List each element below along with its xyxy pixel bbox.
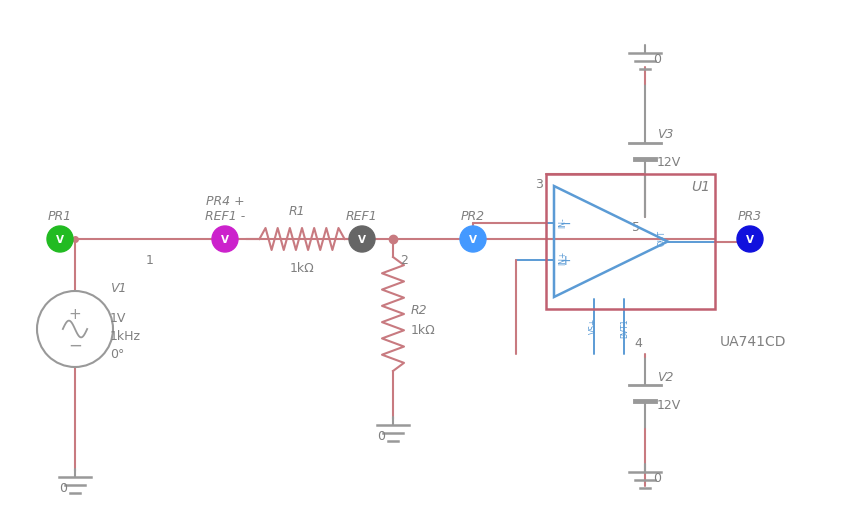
Circle shape (349, 227, 375, 252)
Text: R2: R2 (411, 303, 428, 316)
Text: 0: 0 (377, 429, 385, 442)
Text: 12V: 12V (657, 156, 681, 169)
Text: U1: U1 (691, 180, 710, 193)
Text: IN+: IN+ (558, 250, 567, 265)
Text: REF1: REF1 (346, 210, 377, 222)
Text: V: V (358, 235, 366, 244)
Text: VS+: VS+ (589, 318, 598, 334)
Text: V3: V3 (657, 128, 674, 141)
Text: V: V (746, 235, 754, 244)
Text: R1: R1 (288, 205, 306, 217)
Text: 1kΩ: 1kΩ (289, 262, 314, 274)
Text: 1V
1kHz
0°: 1V 1kHz 0° (110, 312, 141, 360)
Text: PR3: PR3 (738, 210, 762, 222)
Text: 2: 2 (400, 253, 408, 267)
Text: −: − (560, 216, 572, 230)
Text: 0: 0 (653, 53, 661, 66)
Text: 1kΩ: 1kΩ (411, 323, 436, 336)
Text: 1: 1 (146, 253, 154, 267)
Bar (546, 175, 715, 309)
Text: 0: 0 (59, 481, 67, 494)
Text: V1: V1 (110, 281, 127, 294)
Text: 5: 5 (632, 220, 640, 234)
Text: V: V (469, 235, 477, 244)
Text: 0: 0 (653, 471, 661, 484)
Text: 3: 3 (535, 178, 543, 191)
Text: PR1: PR1 (48, 210, 72, 222)
Circle shape (212, 227, 238, 252)
Circle shape (737, 227, 763, 252)
Text: BVT1: BVT1 (620, 318, 629, 337)
Text: 12V: 12V (657, 398, 681, 411)
Text: +: + (68, 306, 81, 321)
Text: V: V (221, 235, 229, 244)
Text: UA741CD: UA741CD (720, 334, 787, 348)
Text: IN-: IN- (558, 216, 567, 227)
Text: PR2: PR2 (461, 210, 485, 222)
Text: PR4 +
REF1 -: PR4 + REF1 - (205, 194, 245, 222)
Circle shape (460, 227, 486, 252)
Text: OUT: OUT (657, 230, 667, 246)
Text: +: + (560, 254, 572, 268)
Text: V: V (56, 235, 64, 244)
Text: 4: 4 (634, 336, 642, 349)
Circle shape (47, 227, 73, 252)
Text: −: − (68, 336, 82, 354)
Text: V2: V2 (657, 370, 674, 383)
